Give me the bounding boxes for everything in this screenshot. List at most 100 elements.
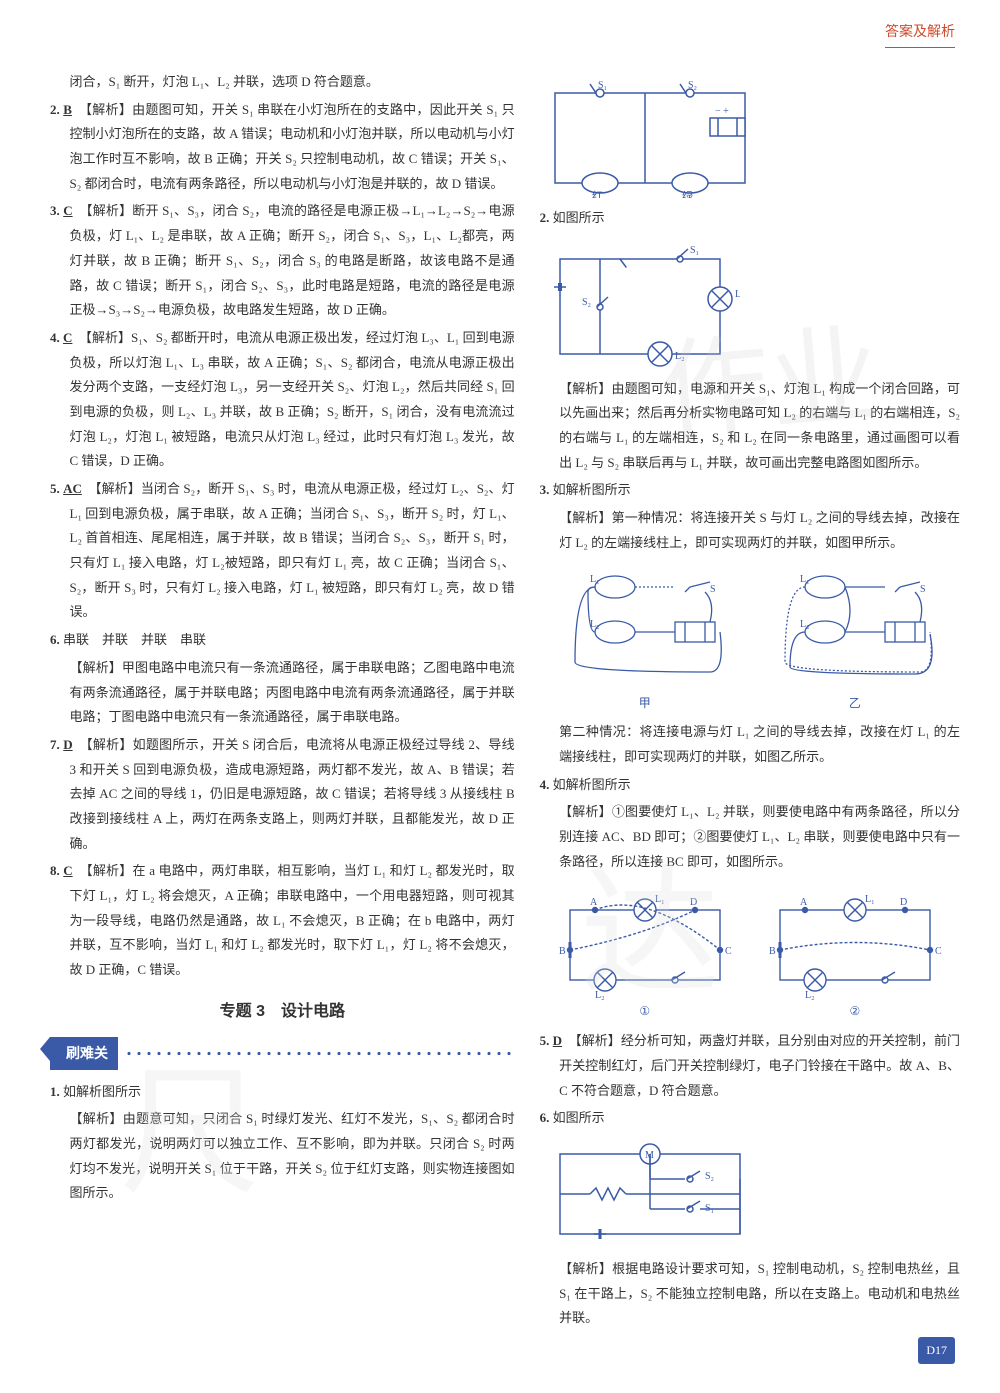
answer: C xyxy=(63,863,72,878)
circuit-figure-1: S₁ S₂ − + 红 绿 xyxy=(540,78,960,198)
question-number: 8. xyxy=(50,863,60,878)
answer: B xyxy=(63,102,72,117)
explanation: 【解析】甲图电路中电流只有一条流通路径，属于串联电路；乙图电路中电流有两条流通路… xyxy=(50,656,515,730)
svg-text:S: S xyxy=(710,584,716,595)
explanation: 【解析】①图要使灯 L₁、L₂ 并联，则要使电路中有两条路径，所以分别连接 AC… xyxy=(540,800,960,874)
explanation: 【解析】经分析可知，两盏灯并联，且分别由对应的开关控制，前门开关控制红灯，后门开… xyxy=(559,1033,960,1097)
question-number: 4. xyxy=(50,330,60,345)
question-r4: 4. 如解析图所示 xyxy=(540,773,960,798)
dual-figure-r4: L₁ L₂ A D B C ① xyxy=(540,880,960,1023)
svg-text:S₂: S₂ xyxy=(582,297,591,308)
answer: C xyxy=(63,203,72,218)
figure-jia: L₁ L₂ S 甲 xyxy=(560,562,730,715)
svg-text:L₂: L₂ xyxy=(595,990,605,1000)
explanation: 【解析】在 a 电路中，两灯串联，相互影响，当灯 L₁ 和灯 L₂ 都发光时，取… xyxy=(70,863,515,977)
question-number: 1. xyxy=(50,1084,60,1099)
svg-text:A: A xyxy=(590,897,598,908)
svg-text:S₂: S₂ xyxy=(688,80,697,91)
answer: C xyxy=(63,330,72,345)
answer-text: 如图所示 xyxy=(553,210,605,225)
question-r3: 3. 如解析图所示 xyxy=(540,478,960,503)
question-8: 8. C 【解析】在 a 电路中，两灯串联，相互影响，当灯 L₁ 和灯 L₂ 都… xyxy=(50,859,515,982)
question-number: 7. xyxy=(50,737,60,752)
two-column-layout: 闭合，S₁ 断开，灯泡 L₁、L₂ 并联，选项 D 符合题意。 2. B 【解析… xyxy=(50,70,960,1334)
explanation: 【解析】由题图可知，电源和开关 S₁、灯泡 L₁ 构成一个闭合回路，可以先画出来… xyxy=(540,377,960,476)
brush-q1: 1. 如解析图所示 xyxy=(50,1080,515,1105)
svg-text:S: S xyxy=(920,584,926,595)
answer-text: 如解析图所示 xyxy=(553,777,631,792)
answer: 串联 并联 并联 串联 xyxy=(63,632,206,647)
explanation: 【解析】第一种情况：将连接开关 S 与灯 L₂ 之间的导线去掉，改接在灯 L₂ … xyxy=(540,506,960,555)
right-column: S₁ S₂ − + 红 绿 2. 如图所示 S₁ L₁ xyxy=(540,70,960,1334)
question-r6: 6. 如图所示 xyxy=(540,1106,960,1131)
svg-text:S₂: S₂ xyxy=(705,1171,714,1182)
svg-text:D: D xyxy=(690,897,697,908)
figure-yi: L₁ L₂ S 乙 xyxy=(770,562,940,715)
svg-text:B: B xyxy=(559,946,566,957)
svg-text:L₁: L₁ xyxy=(590,574,600,585)
circuit-svg: S₁ S₂ − + 红 绿 xyxy=(540,78,760,198)
question-number: 2. xyxy=(50,102,60,117)
explanation: 【解析】由题图可知，开关 S₁ 串联在小灯泡所在的支路中，因此开关 S₁ 只控制… xyxy=(70,102,515,191)
explanation: 【解析】由题意可知，只闭合 S₁ 时绿灯发光、红灯不发光，S₁、S₂ 都闭合时两… xyxy=(50,1107,515,1206)
svg-text:L₁: L₁ xyxy=(800,574,810,585)
question-number: 3. xyxy=(540,482,550,497)
answer-text: 如图所示 xyxy=(553,1110,605,1125)
answer-text: 如解析图所示 xyxy=(63,1084,141,1099)
answer-text: 如解析图所示 xyxy=(553,482,631,497)
continuation-text: 闭合，S₁ 断开，灯泡 L₁、L₂ 并联，选项 D 符合题意。 xyxy=(50,70,515,95)
page-number: D17 xyxy=(918,1337,955,1364)
explanation: 第二种情况：将连接电源与灯 L₁ 之间的导线去掉，改接在灯 L₁ 的左端接线柱，… xyxy=(540,720,960,769)
circuit-figure-r6: M S₂ S₁ xyxy=(540,1139,960,1249)
question-number: 5. xyxy=(50,481,60,496)
question-number: 5. xyxy=(540,1033,550,1048)
caption: 甲 xyxy=(560,692,730,715)
question-4: 4. C 【解析】S₁、S₂ 都断开时，电流从电源正极出发，经过灯泡 L₃、L₁… xyxy=(50,326,515,474)
figure-2: L₁ L₂ A D B C ② xyxy=(765,880,945,1023)
svg-text:L₂: L₂ xyxy=(805,990,815,1000)
svg-text:绿: 绿 xyxy=(682,189,693,198)
question-number: 2. xyxy=(540,210,550,225)
question-r5: 5. D 【解析】经分析可知，两盏灯并联，且分别由对应的开关控制，前门开关控制红… xyxy=(540,1029,960,1103)
svg-text:S₁: S₁ xyxy=(598,80,607,91)
svg-text:C: C xyxy=(935,946,942,957)
question-3: 3. C 【解析】断开 S₁、S₃，闭合 S₂，电流的路径是电源正极→L₁→L₂… xyxy=(50,199,515,322)
svg-text:L₁: L₁ xyxy=(865,894,875,905)
circuit-svg: S₁ L₁ S₂ L₂ xyxy=(540,239,740,369)
question-6: 6. 串联 并联 并联 串联 xyxy=(50,628,515,653)
explanation: 【解析】S₁、S₂ 都断开时，电流从电源正极出发，经过灯泡 L₃、L₁ 回到电源… xyxy=(70,330,515,468)
section-bar: 刷难关 xyxy=(50,1037,515,1070)
question-number: 6. xyxy=(540,1110,550,1125)
topic-title: 专题 3 设计电路 xyxy=(50,997,515,1027)
question-5: 5. AC 【解析】当闭合 S₂，断开 S₁、S₃ 时，电流从电源正极，经过灯 … xyxy=(50,477,515,625)
explanation: 【解析】断开 S₁、S₃，闭合 S₂，电流的路径是电源正极→L₁→L₂→S₂→电… xyxy=(70,203,515,317)
svg-text:− +: − + xyxy=(715,106,729,117)
brush-tag: 刷难关 xyxy=(50,1037,118,1070)
svg-text:红: 红 xyxy=(592,190,603,198)
caption: 乙 xyxy=(770,692,940,715)
dual-figure-r3: L₁ L₂ S 甲 L₁ xyxy=(540,562,960,715)
explanation: 【解析】根据电路设计要求可知，S₁ 控制电动机，S₂ 控制电热丝，且 S₁ 在干… xyxy=(540,1257,960,1331)
question-number: 3. xyxy=(50,203,60,218)
explanation: 【解析】当闭合 S₂，断开 S₁、S₃ 时，电流从电源正极，经过灯 L₂、S₂、… xyxy=(70,481,515,619)
explanation: 【解析】如题图所示，开关 S 闭合后，电流将从电源正极经过导线 2、导线 3 和… xyxy=(70,737,515,851)
svg-text:L₂: L₂ xyxy=(675,351,685,362)
svg-text:C: C xyxy=(725,946,732,957)
svg-text:B: B xyxy=(769,946,776,957)
svg-text:L₁: L₁ xyxy=(655,894,665,905)
question-number: 4. xyxy=(540,777,550,792)
answer: D xyxy=(553,1033,562,1048)
dots-divider xyxy=(124,1052,515,1055)
question-2: 2. B 【解析】由题图可知，开关 S₁ 串联在小灯泡所在的支路中，因此开关 S… xyxy=(50,98,515,197)
svg-text:L₂: L₂ xyxy=(800,619,810,630)
svg-text:D: D xyxy=(900,897,907,908)
circuit-figure-2: S₁ L₁ S₂ L₂ xyxy=(540,239,960,369)
svg-text:L₁: L₁ xyxy=(735,289,740,300)
svg-text:A: A xyxy=(800,897,808,908)
answer: AC xyxy=(63,481,82,496)
left-column: 闭合，S₁ 断开，灯泡 L₁、L₂ 并联，选项 D 符合题意。 2. B 【解析… xyxy=(50,70,515,1334)
header-link: 答案及解析 xyxy=(885,20,955,48)
question-r2: 2. 如图所示 xyxy=(540,206,960,231)
svg-text:S₁: S₁ xyxy=(690,245,699,256)
figure-1: L₁ L₂ A D B C ① xyxy=(555,880,735,1023)
